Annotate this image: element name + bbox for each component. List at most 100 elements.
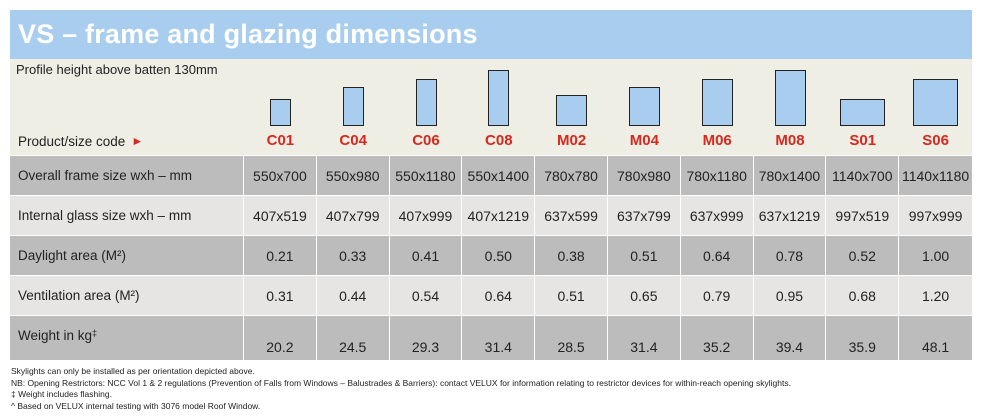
table-cell: 0.65: [608, 276, 681, 315]
table-cell: 35.2: [681, 316, 754, 360]
table-cell: 1.20: [921, 287, 950, 304]
table-row: Internal glass size wxh – mm 407x519 407…: [10, 195, 972, 235]
code-label-cell: Product/size code ►: [10, 59, 244, 155]
code-label: Product/size code: [18, 134, 126, 149]
window-icon: [628, 87, 660, 126]
table-cell: 48.1: [921, 339, 950, 355]
table-cell: 780x980: [608, 156, 681, 195]
row-label: Internal glass size wxh – mm: [10, 196, 244, 235]
size-column: M04: [608, 59, 681, 155]
table-header: Profile height above batten 130mm Produc…: [10, 59, 972, 155]
size-code: C08: [485, 132, 513, 149]
arrow-right-icon: ►: [131, 134, 144, 148]
size-column: S01: [826, 59, 899, 155]
table-cell: 0.31: [244, 276, 317, 315]
size-column: C04: [317, 59, 390, 155]
table-row: Weight in kg ‡ 20.2 24.5 29.3 31.4 28.5 3…: [10, 315, 972, 360]
table-cell: 780x1180: [681, 156, 754, 195]
size-column: C08: [462, 59, 535, 155]
size-code: C04: [339, 132, 367, 149]
size-column: S06: [899, 59, 972, 155]
title-bar: VS – frame and glazing dimensions: [10, 10, 972, 59]
footnote: Skylights can only be installed as per o…: [11, 366, 255, 376]
row-label: Weight in kg ‡: [10, 316, 244, 360]
window-icon: [774, 70, 806, 126]
window-icon: [342, 87, 364, 126]
table-cell: 1.00: [921, 247, 950, 264]
size-column: C01: [244, 59, 317, 155]
size-code: C06: [412, 132, 440, 149]
size-code: M02: [556, 132, 587, 149]
table-cell: 0.21: [244, 236, 317, 275]
size-column: M06: [681, 59, 754, 155]
footnote-marker: ‡: [92, 328, 98, 338]
table-cell: 0.33: [317, 236, 390, 275]
footnote: NB: Opening Restrictors: NCC Vol 1 & 2 r…: [11, 377, 791, 388]
table-cell: 0.64: [462, 276, 536, 315]
table-cell: 24.5: [317, 316, 390, 360]
table-cell: 28.5: [535, 316, 608, 360]
table-cell: 1140x1180: [901, 167, 970, 184]
table-cell: 1140x700: [826, 156, 900, 195]
row-label-text: Weight in kg: [18, 328, 93, 343]
table-row: Ventilation area (M²) 0.31 0.44 0.54 0.6…: [10, 275, 972, 315]
size-code: M06: [702, 132, 732, 149]
row-label: Daylight area (M²): [10, 236, 244, 275]
table-cell: 0.50: [462, 236, 536, 275]
window-icon: [913, 79, 959, 126]
table-cell: 0.68: [826, 276, 900, 315]
size-code: S06: [922, 132, 949, 149]
table-cell: 407x1219: [462, 196, 536, 235]
window-icon: [840, 99, 886, 126]
table-cell: 780x780: [535, 156, 608, 195]
size-code: C01: [266, 132, 295, 149]
row-label: Overall frame size wxh – mm: [10, 156, 244, 195]
table-cell: 35.9: [826, 316, 900, 360]
table-cell: 407x799: [317, 196, 390, 235]
table-row: Daylight area (M²) 0.21 0.33 0.41 0.50 0…: [10, 235, 972, 275]
code-row: Product/size code ► C01 C04 C06 C08 M: [10, 59, 972, 155]
window-icon: [556, 95, 588, 126]
table-cell: 0.54: [390, 276, 463, 315]
profile-note: Profile height above batten 130mm: [16, 62, 218, 77]
table-row: Overall frame size wxh – mm 550x700 550x…: [10, 155, 972, 195]
table-cell: 0.38: [535, 236, 608, 275]
size-code: S01: [849, 132, 877, 149]
size-column: M08: [754, 59, 827, 155]
table-cell: 0.41: [390, 236, 463, 275]
row-label: Ventilation area (M²): [10, 276, 244, 315]
table-cell: 407x519: [244, 196, 317, 235]
table-cell: 550x1180: [390, 156, 463, 195]
size-column: C06: [390, 59, 463, 155]
table-cell: 29.3: [390, 316, 463, 360]
table-cell: 407x999: [390, 196, 463, 235]
spec-sheet: VS – frame and glazing dimensions Profil…: [10, 10, 972, 412]
table-cell: 0.79: [681, 276, 754, 315]
window-icon: [488, 70, 510, 126]
window-icon: [701, 79, 733, 126]
size-code: M04: [629, 132, 659, 149]
table-cell: 0.95: [754, 276, 827, 315]
window-icon: [270, 99, 291, 126]
table-cell: 20.2: [244, 316, 317, 360]
table-cell: 0.78: [754, 236, 827, 275]
footnotes: Skylights can only be installed as per o…: [10, 366, 972, 412]
table-cell: 31.4: [608, 316, 681, 360]
table-cell: 637x1219: [754, 196, 827, 235]
table-cell: 39.4: [754, 316, 827, 360]
table-cell: 0.51: [535, 276, 608, 315]
table-cell: 637x799: [608, 196, 681, 235]
footnote: ^ Based on VELUX internal testing with 3…: [11, 400, 261, 411]
table-cell: 0.44: [317, 276, 390, 315]
table-cell: 637x599: [535, 196, 608, 235]
size-column: M02: [535, 59, 608, 155]
table-cell: 0.51: [608, 236, 681, 275]
size-code: M08: [775, 132, 805, 149]
table-cell: 637x999: [681, 196, 754, 235]
table-cell: 0.64: [681, 236, 754, 275]
table-cell: 780x1400: [754, 156, 827, 195]
table-cell: 997x519: [826, 196, 900, 235]
window-icon: [415, 79, 437, 126]
page-title: VS – frame and glazing dimensions: [18, 19, 478, 49]
table-cell: 550x980: [317, 156, 390, 195]
